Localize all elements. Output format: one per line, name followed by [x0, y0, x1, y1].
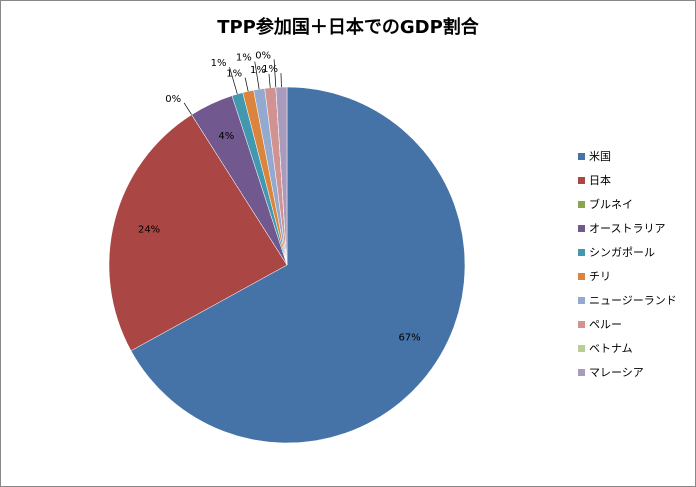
legend-swatch	[578, 177, 585, 184]
legend-label: ブルネイ	[589, 197, 633, 211]
data-label: 1%	[262, 64, 278, 75]
pie-slice	[130, 86, 466, 444]
legend-swatch	[578, 273, 585, 280]
legend-swatch	[578, 249, 585, 256]
legend-label: オーストラリア	[589, 222, 665, 235]
leader-line	[244, 77, 249, 92]
legend-label: ベトナム	[589, 342, 633, 355]
leader-line	[183, 102, 192, 115]
leader-line	[254, 61, 260, 90]
data-label: 1%	[211, 58, 227, 69]
legend-label: マレーシア	[589, 366, 644, 379]
data-label: 0%	[165, 94, 181, 105]
data-label: 1%	[236, 53, 252, 64]
leader-line	[268, 73, 271, 88]
pie-slice	[108, 114, 288, 352]
data-label: 24%	[138, 225, 160, 236]
legend-label: ニュージーランド	[589, 294, 677, 307]
legend-label: チリ	[589, 270, 611, 283]
leader-line	[273, 59, 277, 88]
data-label: 67%	[398, 332, 420, 343]
legend-swatch	[578, 225, 585, 232]
legend-label: シンガポール	[589, 246, 655, 259]
legend-label: ペルー	[589, 318, 622, 331]
legend-swatch	[578, 297, 585, 304]
legend-swatch	[578, 321, 585, 328]
legend-swatch	[578, 369, 585, 376]
data-label: 4%	[218, 131, 234, 142]
data-label: 0%	[255, 50, 271, 61]
chart-title: TPP参加国＋日本でのGDP割合	[217, 16, 480, 38]
legend-swatch	[578, 201, 585, 208]
legend-label: 日本	[589, 173, 611, 187]
data-label: 1%	[226, 69, 242, 80]
legend-swatch	[578, 153, 585, 160]
legend-swatch	[578, 345, 585, 352]
legend-label: 米国	[589, 150, 611, 163]
leader-line	[229, 67, 238, 95]
data-label: 1%	[250, 65, 266, 76]
